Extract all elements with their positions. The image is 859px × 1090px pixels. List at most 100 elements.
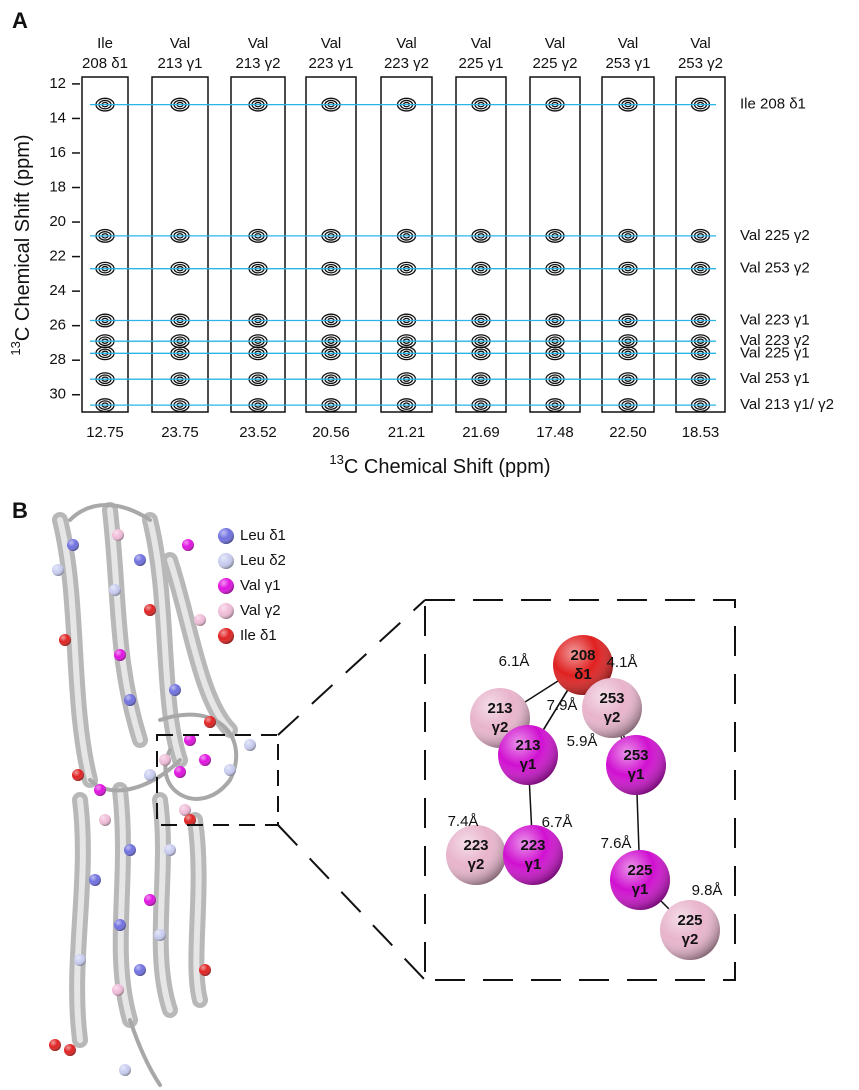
distance-label: 7.9Å [547,697,578,714]
strip-shift: 23.75 [161,424,199,441]
distance-label: 6.7Å [542,814,573,831]
distance-label: 4.1Å [607,654,638,671]
residue-number: 223 [463,837,488,854]
atom-shade [134,964,146,976]
residue-atom: γ2 [682,931,699,948]
atom-shade [112,984,124,996]
axis-label-text: C Chemical Shift (ppm) [344,456,551,478]
y-tick-label: 24 [49,282,66,299]
strip-atom: 208 δ1 [82,55,128,72]
legend-label: Leu δ2 [240,552,286,569]
strip-atom: 213 γ2 [235,55,280,72]
distance-label: 6.1Å [499,653,530,670]
assignment-label: Val 225 γ2 [740,227,810,244]
atom-shade [94,784,106,796]
residue-atom: γ1 [632,881,649,898]
y-tick-label: 22 [49,248,66,265]
strip [456,77,506,412]
residue-atom: δ1 [574,666,591,683]
atom-shade [159,754,171,766]
strip-atom: 213 γ1 [157,55,202,72]
strip-shift: 12.75 [86,424,124,441]
y-tick-label: 12 [49,75,66,92]
strip-residue: Val [545,35,566,52]
strip-shift: 18.53 [682,424,720,441]
axis-label: 13C Chemical Shift (ppm) [8,134,34,355]
assignment-label: Val 225 γ1 [740,344,810,361]
residue-number: 213 [515,737,540,754]
distance-label: 7.6Å [601,835,632,852]
residue-number: 208 [570,647,595,664]
atom-shade [199,754,211,766]
residue-number: 253 [599,690,624,707]
legend-shade [218,578,234,594]
legend-shade [218,628,234,644]
atom-shade [204,716,216,728]
strip-residue: Val [321,35,342,52]
residue-number: 225 [677,912,702,929]
atom-shade [114,649,126,661]
assignment-label: Val 213 γ1/ γ2 [740,396,834,413]
strip-shift: 21.21 [388,424,426,441]
residue-atom: γ1 [520,756,537,773]
protein-cartoon [60,505,236,1085]
strip-shift: 21.69 [462,424,500,441]
strip-atom: 253 γ1 [605,55,650,72]
atom-shade [52,564,64,576]
distance-label: 7.4Å [448,813,479,830]
atom-shade [72,769,84,781]
residue-atom: γ2 [492,719,509,736]
atom-shade [169,684,181,696]
panel-label: A [12,8,28,33]
strip-shift: 23.52 [239,424,277,441]
legend-shade [218,528,234,544]
strip-residue: Val [248,35,269,52]
atom-shade [164,844,176,856]
y-tick-label: 26 [49,317,66,334]
atom-shade [99,814,111,826]
distance-label: 9.8Å [692,882,723,899]
atom-shade [109,584,121,596]
axis-label-sup: 13 [8,341,23,355]
figure: A B 1214161820222426283013C Chemical Shi… [0,0,859,1090]
strip [602,77,654,412]
strip [82,77,128,412]
atom-shade [74,954,86,966]
residue-atom: γ1 [525,856,542,873]
atom-shade [144,604,156,616]
atom-shade [89,874,101,886]
y-tick-label: 14 [49,109,66,126]
axis-label-sup: 13 [329,452,343,467]
strip-residue: Val [396,35,417,52]
atom-shade [124,844,136,856]
strip-residue: Ile [97,35,113,52]
strip-residue: Val [618,35,639,52]
strip-residue: Val [170,35,191,52]
strip-atom: 225 γ2 [532,55,577,72]
assignment-label: Val 253 γ1 [740,370,810,387]
strip [231,77,285,412]
legend-label: Ile δ1 [240,627,277,644]
atom-shade [182,539,194,551]
strip [676,77,725,412]
panel-label: B [12,498,28,523]
atom-shade [112,529,124,541]
y-tick-label: 16 [49,144,66,161]
atom-shade [114,919,126,931]
y-tick-label: 30 [49,386,66,403]
strip-atom: 225 γ1 [458,55,503,72]
atom-shade [119,1064,131,1076]
atom-shade [144,894,156,906]
atom-shade [154,929,166,941]
atom-shade [144,769,156,781]
strip-residue: Val [690,35,711,52]
residue-atom: γ2 [468,856,485,873]
strip-atom: 223 γ1 [308,55,353,72]
atom-shade [224,764,236,776]
strip [530,77,580,412]
strip-shift: 22.50 [609,424,647,441]
residue-number: 253 [623,747,648,764]
atom-shade [244,739,256,751]
strip [152,77,208,412]
strip [381,77,432,412]
